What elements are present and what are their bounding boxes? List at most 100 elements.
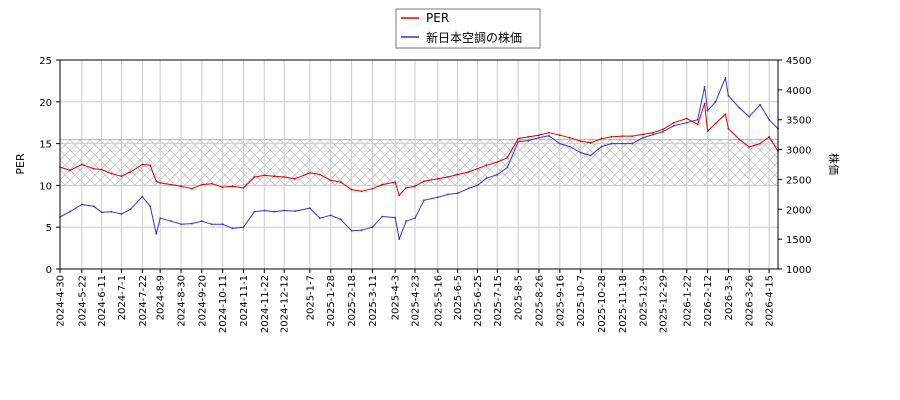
series: [59, 77, 779, 241]
data-point: [231, 227, 234, 230]
data-point: [738, 106, 741, 109]
data-point: [642, 133, 644, 136]
data-point: [273, 210, 276, 213]
x-tick-label: 2025-10-28: [597, 275, 608, 333]
data-point: [394, 181, 397, 184]
data-point: [120, 175, 123, 178]
data-point: [662, 130, 664, 133]
series-line: [59, 77, 779, 240]
data-point: [467, 171, 470, 173]
data-point: [446, 193, 449, 196]
y-left-tick-label: 0: [46, 265, 52, 276]
data-point: [568, 136, 571, 139]
x-tick-label: 2025-4-23: [411, 275, 422, 327]
data-point: [506, 166, 509, 169]
data-point: [242, 226, 245, 229]
data-point: [456, 173, 459, 176]
data-point: [610, 136, 613, 138]
x-tick-label: 2024-11-1: [239, 275, 250, 327]
data-point: [200, 220, 203, 223]
series-line: [59, 103, 779, 196]
data-point: [360, 190, 363, 193]
data-point: [371, 187, 374, 190]
data-point: [221, 223, 224, 226]
data-point: [129, 208, 132, 211]
data-point: [69, 210, 71, 213]
data-point: [294, 177, 296, 180]
y-left-tick-label: 25: [39, 56, 52, 67]
data-point: [309, 172, 311, 174]
data-point: [159, 182, 162, 184]
data-point: [476, 167, 479, 170]
data-point: [221, 186, 224, 189]
data-point: [527, 139, 529, 142]
x-tick-label: 2025-3-11: [368, 275, 379, 327]
data-point: [600, 137, 603, 140]
data-point: [579, 151, 582, 154]
data-point: [610, 142, 613, 145]
data-point: [696, 123, 699, 126]
data-point: [253, 210, 256, 213]
data-point: [110, 210, 113, 213]
data-point: [696, 118, 699, 121]
data-point: [398, 194, 401, 197]
data-point: [329, 214, 332, 217]
data-point: [548, 134, 550, 137]
legend: PER 新日本空調の株価: [395, 8, 541, 49]
y-right-tick-label: 2500: [786, 175, 811, 186]
y-right-tick-label: 3000: [786, 146, 811, 157]
data-point: [155, 232, 158, 235]
data-point: [600, 145, 603, 148]
y-left-tick-label: 10: [39, 181, 52, 192]
data-point: [283, 209, 285, 212]
data-point: [141, 163, 144, 166]
data-point: [294, 210, 296, 213]
y-right-tick-label: 3500: [786, 116, 811, 127]
x-tick-label: 2024-5-22: [77, 275, 88, 327]
data-point: [652, 133, 654, 136]
data-point: [517, 137, 520, 140]
data-point: [283, 176, 285, 178]
reference-band-area: [59, 139, 779, 186]
data-point: [92, 205, 95, 208]
data-point: [703, 102, 706, 105]
x-tick-label: 2025-1-7: [305, 275, 316, 320]
y-left-tick-label: 5: [46, 223, 52, 234]
data-point: [110, 172, 113, 175]
data-point: [548, 131, 550, 134]
data-point: [242, 187, 245, 189]
x-tick-label: 2025-9-16: [555, 275, 566, 327]
data-point: [100, 211, 103, 214]
data-point: [527, 136, 529, 138]
data-point: [69, 169, 71, 172]
reference-band: [59, 139, 779, 186]
data-point: [339, 218, 342, 221]
data-point: [155, 180, 158, 183]
data-point: [685, 121, 688, 124]
data-point: [273, 175, 276, 178]
data-point: [329, 179, 332, 182]
x-tick-label: 2025-6-25: [473, 275, 484, 327]
data-point: [517, 140, 520, 143]
x-tick-label: 2024-6-11: [97, 275, 108, 327]
data-point: [191, 187, 193, 190]
y-axis-right-title: 株価: [827, 153, 841, 175]
data-point: [350, 229, 353, 232]
data-point: [768, 136, 770, 138]
x-tick-label: 2026-4-15: [765, 275, 776, 327]
data-point: [589, 154, 592, 157]
data-point: [180, 185, 182, 188]
x-tick-label: 2024-4-30: [56, 275, 67, 327]
data-point: [360, 229, 363, 232]
data-point: [759, 103, 761, 106]
x-tick-label: 2025-7-15: [493, 275, 504, 327]
data-point: [371, 226, 374, 229]
data-point: [200, 183, 203, 186]
data-point: [423, 180, 425, 183]
data-point: [394, 216, 397, 219]
data-point: [456, 192, 459, 195]
data-point: [405, 187, 407, 189]
data-point: [727, 127, 730, 130]
data-point: [579, 140, 582, 143]
data-point: [714, 100, 717, 103]
